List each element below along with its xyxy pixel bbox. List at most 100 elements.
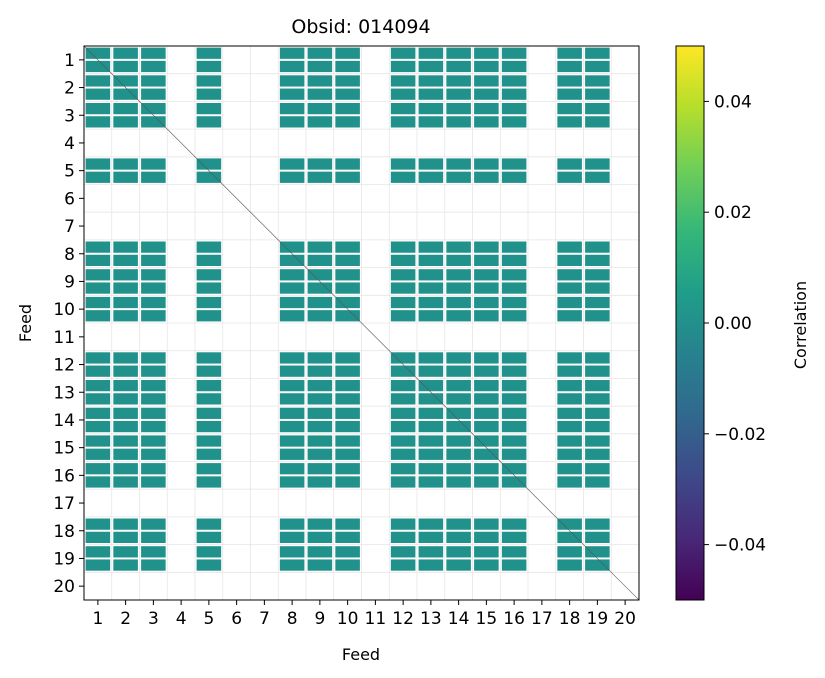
heatmap-cell xyxy=(501,365,527,377)
heatmap-cell xyxy=(85,241,111,253)
heatmap-cell xyxy=(557,116,582,128)
heatmap-cell xyxy=(418,518,444,530)
heatmap-cell xyxy=(279,269,305,281)
heatmap-cell xyxy=(85,88,111,100)
heatmap-cell xyxy=(446,241,471,253)
heatmap-cell xyxy=(307,310,333,322)
heatmap-cell xyxy=(141,296,166,309)
y-tick-label: 12 xyxy=(53,356,75,376)
heatmap-cell xyxy=(585,380,610,392)
y-tick-label: 5 xyxy=(64,162,75,182)
heatmap-cell xyxy=(196,448,222,460)
heatmap-cell xyxy=(501,518,527,530)
heatmap-cell xyxy=(141,269,166,281)
heatmap-cell xyxy=(585,269,610,281)
heatmap-cell xyxy=(557,393,582,405)
heatmap-cell xyxy=(307,282,333,294)
heatmap-cell xyxy=(585,116,610,128)
heatmap-cell xyxy=(307,352,333,364)
heatmap-cell xyxy=(279,88,305,100)
x-tick-label: 11 xyxy=(365,609,387,629)
heatmap-cell xyxy=(141,282,166,294)
x-tick-label: 10 xyxy=(337,609,359,629)
heatmap-cell xyxy=(335,448,360,460)
heatmap-cell xyxy=(113,448,138,460)
heatmap-cell xyxy=(557,546,582,558)
heatmap-cell xyxy=(307,463,333,475)
heatmap-cell xyxy=(585,60,610,73)
heatmap-cell xyxy=(196,463,222,475)
heatmap-cell xyxy=(279,546,305,558)
heatmap-cell xyxy=(474,476,499,488)
heatmap-cell xyxy=(196,352,222,364)
heatmap-cell xyxy=(418,463,444,475)
heatmap-cell xyxy=(557,282,582,294)
heatmap-cell xyxy=(335,531,360,543)
heatmap-cell xyxy=(446,476,471,488)
heatmap-cell xyxy=(141,116,166,128)
heatmap-cell xyxy=(335,310,360,322)
heatmap-cell xyxy=(307,420,333,433)
heatmap-cell xyxy=(141,546,166,558)
heatmap-cell xyxy=(501,546,527,558)
heatmap-cell xyxy=(390,60,416,73)
heatmap-cell xyxy=(501,241,527,253)
x-tick-label: 12 xyxy=(392,609,414,629)
heatmap-cell xyxy=(474,393,499,405)
heatmap-cell xyxy=(390,158,416,170)
heatmap-cell xyxy=(141,380,166,392)
heatmap-cell xyxy=(307,296,333,309)
heatmap-cell xyxy=(85,254,111,266)
heatmap-cell xyxy=(418,60,444,73)
heatmap-cell xyxy=(501,103,527,115)
heatmap-cell xyxy=(474,352,499,364)
heatmap-cell xyxy=(335,476,360,488)
heatmap-cell xyxy=(307,171,333,183)
heatmap-cell xyxy=(585,171,610,183)
heatmap-cell xyxy=(279,171,305,183)
heatmap-cell xyxy=(113,463,138,475)
heatmap-cell xyxy=(335,365,360,377)
y-tick-label: 2 xyxy=(64,79,75,99)
heatmap-cell xyxy=(85,75,111,87)
heatmap-cell xyxy=(474,531,499,543)
heatmap-cell xyxy=(418,254,444,266)
heatmap-cell xyxy=(446,518,471,530)
heatmap-cell xyxy=(585,310,610,322)
heatmap-cell xyxy=(279,463,305,475)
heatmap-cell xyxy=(418,47,444,59)
heatmap-cell xyxy=(418,171,444,183)
heatmap-cell xyxy=(196,254,222,266)
heatmap-cell xyxy=(335,254,360,266)
heatmap-cell xyxy=(390,352,416,364)
heatmap-cell xyxy=(279,393,305,405)
heatmap-cell xyxy=(585,476,610,488)
x-tick-label: 20 xyxy=(614,609,636,629)
heatmap-cell xyxy=(390,103,416,115)
heatmap-cell xyxy=(196,435,222,447)
heatmap-cell xyxy=(557,75,582,87)
heatmap-cell xyxy=(307,158,333,170)
heatmap-cell xyxy=(113,420,138,433)
heatmap-cell xyxy=(279,407,305,419)
colorbar-label: Correlation xyxy=(791,281,810,369)
heatmap-cell xyxy=(113,254,138,266)
heatmap-cell xyxy=(446,531,471,543)
heatmap-cell xyxy=(196,559,222,571)
heatmap-cell xyxy=(85,407,111,419)
heatmap-cell xyxy=(446,352,471,364)
heatmap-cell xyxy=(446,60,471,73)
heatmap-cell xyxy=(279,448,305,460)
heatmap-cell xyxy=(113,531,138,543)
heatmap-cell xyxy=(501,158,527,170)
heatmap-cell xyxy=(141,476,166,488)
heatmap-cell xyxy=(557,60,582,73)
heatmap-cell xyxy=(474,448,499,460)
heatmap-cell xyxy=(474,420,499,433)
heatmap-cell xyxy=(501,171,527,183)
heatmap-cell xyxy=(474,75,499,87)
heatmap-cell xyxy=(307,88,333,100)
heatmap-cell xyxy=(307,559,333,571)
heatmap-cell xyxy=(390,269,416,281)
heatmap-cell xyxy=(585,158,610,170)
